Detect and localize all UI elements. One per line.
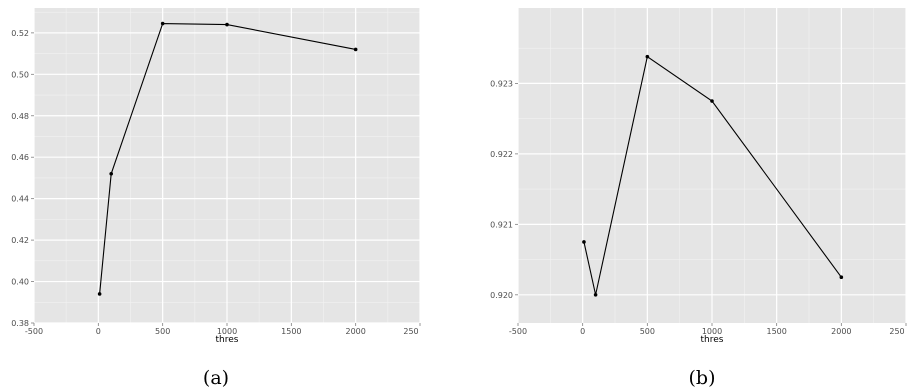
x-tick-labels-b: -500 0 500 1000 1500 2000 250: [509, 323, 907, 336]
data-points-b: [582, 54, 844, 297]
x-tick-label: 500: [155, 327, 170, 336]
data-point: [582, 240, 586, 244]
caption-b: (b): [689, 367, 716, 389]
y-tick-label: 0.920: [490, 291, 513, 300]
y-tick-label: 0.38: [11, 319, 29, 328]
y-tick-label: 0.921: [490, 220, 513, 229]
data-point: [109, 171, 113, 176]
data-point: [97, 292, 102, 296]
chart-b: 0.920 0.921 0.922 0.923 -500 0 500 1000 1500 200…: [490, 8, 907, 389]
y-tick-labels-a: 0.38 0.40 0.42 0.44 0.46 0.48 0.50 0.52: [11, 29, 34, 328]
y-tick-label: 0.923: [490, 79, 513, 88]
x-tick-label: 1500: [766, 327, 786, 336]
y-tick-label: 0.46: [11, 153, 29, 162]
chart-a: 0.38 0.40 0.42 0.44 0.46 0.48 0.50 0.52 -500 0 50…: [11, 8, 421, 389]
x-tick-label: 500: [640, 327, 655, 336]
y-tick-label: 0.40: [11, 278, 29, 287]
x-tick-label: 0: [96, 327, 101, 336]
data-point: [593, 293, 598, 297]
data-point: [645, 54, 650, 59]
x-tick-label: 2000: [831, 327, 851, 336]
data-point: [710, 99, 714, 103]
x-tick-label: 250: [403, 327, 418, 336]
y-tick-label: 0.52: [11, 29, 29, 38]
x-tick-label: 2000: [345, 327, 365, 336]
y-tick-label: 0.48: [11, 112, 29, 121]
x-tick-label: 250: [889, 327, 904, 336]
x-tick-label: 1500: [281, 327, 301, 336]
x-tick-label: 1000: [702, 327, 722, 336]
x-tick-label: 0: [580, 327, 585, 336]
data-point: [160, 21, 165, 26]
x-axis-title-b: thres: [701, 335, 724, 345]
x-axis-title-a: thres: [216, 335, 239, 345]
y-tick-label: 0.42: [11, 236, 29, 245]
y-tick-labels-b: 0.920 0.921 0.922 0.923: [490, 79, 518, 300]
x-tick-labels-a: -500 0 500 1000 1500 2000 250: [25, 323, 421, 336]
y-tick-label: 0.50: [11, 70, 29, 79]
data-point: [225, 22, 229, 27]
data-points-a: [97, 21, 358, 296]
y-tick-label: 0.44: [11, 195, 29, 204]
x-tick-label: -500: [25, 327, 43, 336]
data-point: [353, 47, 358, 52]
y-tick-label: 0.922: [490, 150, 513, 159]
data-point: [839, 275, 844, 279]
x-tick-label: 1000: [217, 327, 237, 336]
caption-a: (a): [203, 367, 229, 389]
gridlines-b: [517, 8, 907, 323]
x-tick-label: -500: [509, 327, 527, 336]
